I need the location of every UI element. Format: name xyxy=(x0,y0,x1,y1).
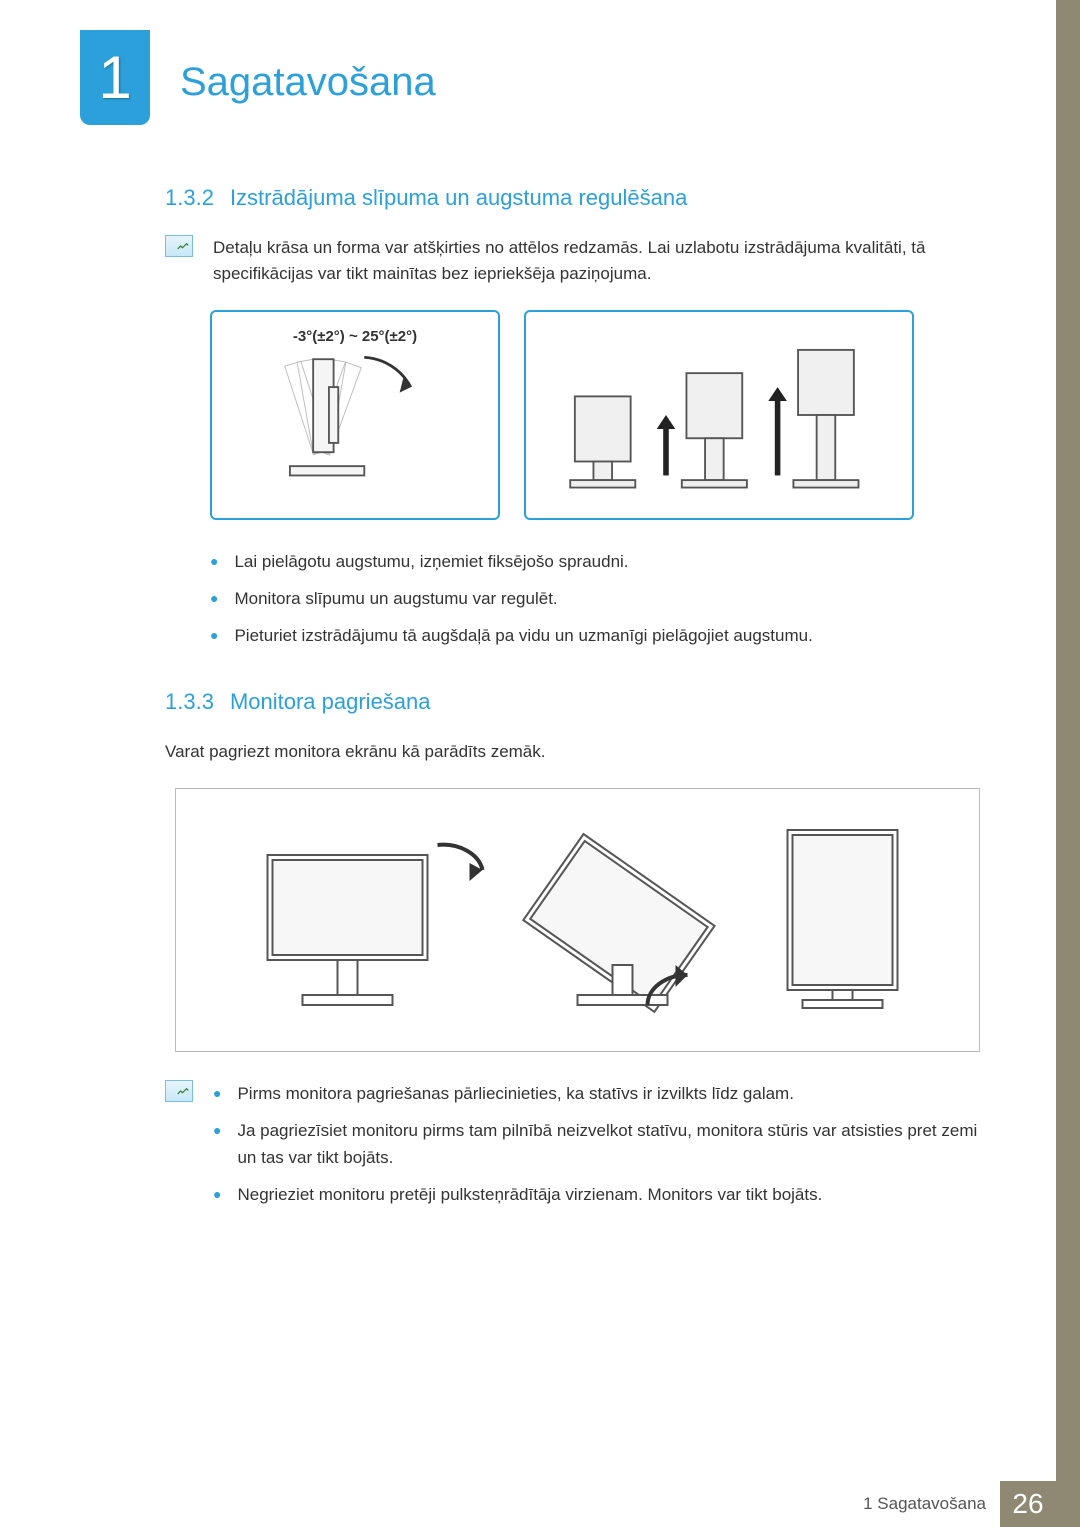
footer-chapter-label: 1 Sagatavošana xyxy=(863,1494,986,1514)
page-footer: 1 Sagatavošana 26 xyxy=(0,1481,1056,1527)
note-icon xyxy=(165,1080,193,1102)
figure-tilt: -3°(±2°) ~ 25°(±2°) xyxy=(210,310,500,520)
tilt-range-label: -3°(±2°) ~ 25°(±2°) xyxy=(293,328,417,345)
note-icon xyxy=(165,235,193,257)
footer-page-number: 26 xyxy=(1000,1481,1056,1527)
tilt-diagram-icon xyxy=(222,322,488,508)
